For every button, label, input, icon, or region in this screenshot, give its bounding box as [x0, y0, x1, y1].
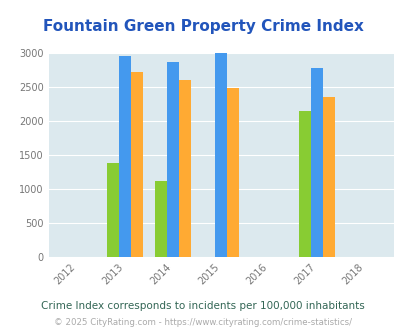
Bar [179, 80, 191, 257]
Bar [107, 163, 119, 257]
Text: Fountain Green Property Crime Index: Fountain Green Property Crime Index [43, 19, 362, 34]
Bar [215, 53, 227, 257]
Text: © 2025 CityRating.com - https://www.cityrating.com/crime-statistics/: © 2025 CityRating.com - https://www.city… [54, 318, 351, 327]
Bar [131, 72, 143, 257]
Text: Crime Index corresponds to incidents per 100,000 inhabitants: Crime Index corresponds to incidents per… [41, 301, 364, 311]
Bar [155, 181, 167, 257]
Bar [322, 97, 334, 257]
Bar [167, 62, 179, 257]
Bar [310, 68, 322, 257]
Bar [227, 87, 239, 257]
Bar [119, 56, 131, 257]
Bar [298, 111, 310, 257]
